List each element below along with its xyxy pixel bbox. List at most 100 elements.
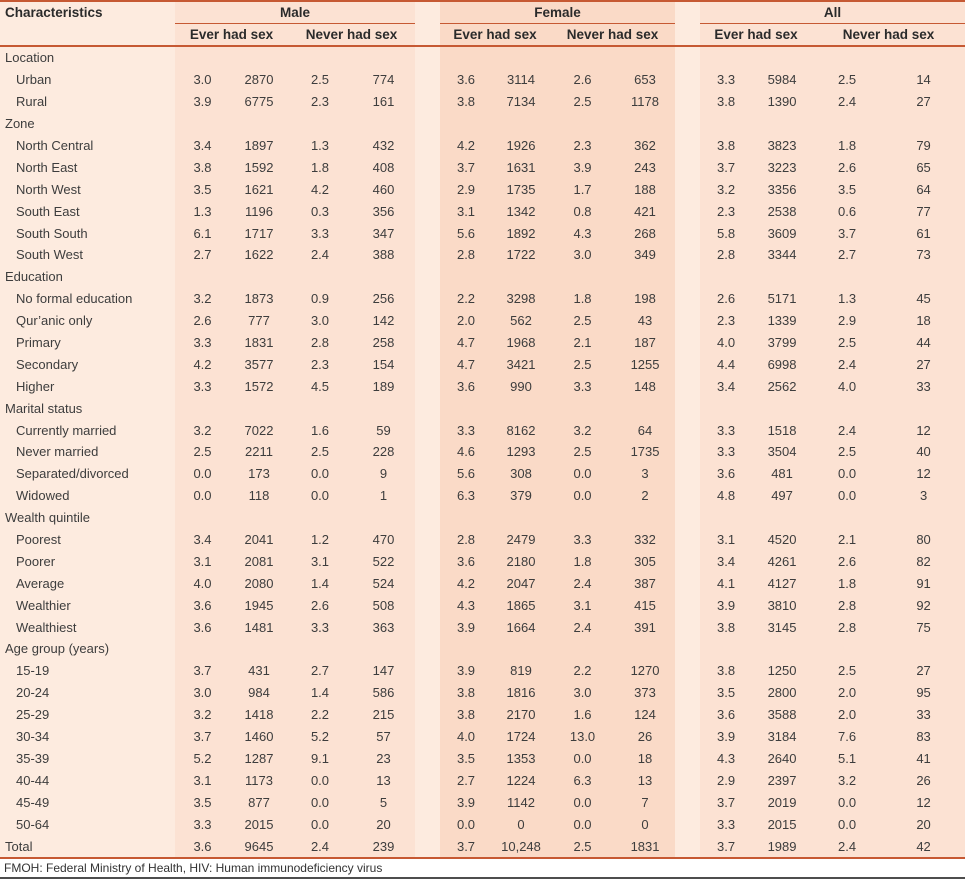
cell-value: 3.6: [193, 597, 212, 613]
cell-value: 2.3: [717, 313, 736, 329]
cell-value: 4.2: [456, 138, 476, 153]
column-gap: [415, 660, 440, 682]
cell-value: 142: [372, 313, 395, 329]
cell-value: 13.0: [569, 729, 596, 745]
cell-value: 2.4: [573, 575, 592, 591]
cell-value: 2.8: [717, 247, 736, 263]
column-gap: [675, 332, 700, 354]
empty-cell: [175, 46, 230, 69]
cell-value: 347: [372, 225, 395, 241]
column-gap: [415, 200, 440, 222]
cell-value: 20: [916, 816, 931, 832]
cell-value: 460: [372, 181, 395, 197]
cell-value: 27: [916, 94, 931, 110]
cell-value: 1945: [244, 597, 274, 613]
cell-value: 2.4: [310, 247, 330, 263]
cell-value: 3.3: [717, 816, 736, 832]
table-footnote: FMOH: Federal Ministry of Health, HIV: H…: [0, 858, 965, 877]
cell-value: 0.0: [310, 466, 330, 482]
empty-cell: [812, 113, 882, 135]
column-gap: [675, 813, 700, 835]
empty-cell: [812, 397, 882, 419]
table-row: 35-39 5.2 1287 9.1 23 3.5 1353 0.0 18 4.3 2640 5.1 4…: [0, 748, 965, 770]
empty-cell: [882, 113, 965, 135]
empty-cell: [288, 266, 352, 288]
section-row: Age group (years): [0, 638, 965, 660]
cell-value: 0.0: [193, 466, 212, 482]
cell-value: 2019: [767, 794, 797, 810]
cell-value: 0.0: [310, 816, 330, 832]
cell-value: 3.2: [193, 707, 212, 723]
row-label: North Central: [16, 138, 94, 153]
cell-value: 1592: [244, 159, 274, 175]
column-gap: [675, 397, 700, 419]
row-label: 35-39: [16, 750, 50, 766]
column-gap: [415, 616, 440, 638]
cell-value: 0.0: [456, 816, 476, 832]
cell-value: 431: [248, 663, 270, 679]
characteristics-table: Characteristics Male Female All Ever had…: [0, 0, 965, 859]
table-row: South South 6.1 1717 3.3 347 5.6 1892 4.3 268 5.8…: [0, 222, 965, 244]
cell-value: 2.4: [812, 835, 883, 859]
cell-value: 2: [641, 488, 649, 504]
column-gap: [415, 463, 440, 485]
cell-value: 1.6: [573, 707, 592, 723]
row-label: South West: [16, 247, 83, 263]
cell-value: 198: [634, 291, 656, 307]
cell-value: 2.6: [838, 553, 857, 569]
empty-cell: [230, 46, 288, 69]
subheader-male-ever: Ever had sex: [175, 23, 288, 47]
empty-cell: [752, 46, 812, 69]
cell-value: 7022: [244, 422, 274, 438]
row-label: Rural: [16, 94, 48, 110]
cell-value: 2.4: [838, 94, 857, 110]
group-header-female: Female: [440, 1, 676, 24]
column-gap: [675, 441, 700, 463]
column-gap: [415, 769, 440, 791]
cell-value: 508: [372, 597, 395, 613]
cell-value: 363: [372, 619, 395, 635]
cell-value: 1724: [506, 729, 536, 745]
table-row: Poorest 3.4 2041 1.2 470 2.8 2479 3.3 332 3.1 4520…: [0, 529, 965, 551]
empty-cell: [175, 113, 230, 135]
column-gap: [415, 1, 441, 47]
cell-value: 26: [637, 729, 653, 745]
column-gap: [675, 769, 700, 791]
section-label: Wealth quintile: [5, 510, 91, 526]
cell-value: 1390: [767, 94, 797, 110]
cell-value: 387: [634, 575, 656, 591]
column-gap: [675, 594, 700, 616]
cell-value: 1717: [244, 225, 274, 241]
cell-value: 3.7: [717, 159, 736, 175]
cell-value: 3.7: [456, 159, 476, 175]
cell-value: 3145: [767, 619, 797, 635]
cell-value: 373: [634, 685, 656, 701]
empty-cell: [882, 46, 965, 69]
cell-value: 2397: [767, 772, 797, 788]
cell-value: 2562: [767, 378, 797, 394]
characteristics-header: Characteristics: [0, 1, 175, 47]
column-gap: [415, 178, 440, 200]
cell-value: 2.5: [550, 835, 616, 859]
column-gap: [415, 572, 440, 594]
cell-value: 3223: [767, 159, 797, 175]
cell-value: 3.8: [717, 94, 736, 110]
table-row: 20-24 3.0 984 1.4 586 3.8 1816 3.0 373 3.5 2800 2.0…: [0, 682, 965, 704]
column-gap: [415, 397, 440, 419]
empty-cell: [440, 266, 492, 288]
column-gap: [415, 113, 440, 135]
cell-value: 3.5: [193, 181, 212, 197]
cell-value: 3.3: [193, 335, 212, 351]
empty-cell: [288, 46, 352, 69]
cell-value: 1.3: [310, 138, 330, 153]
row-label: Poorest: [16, 532, 61, 548]
cell-value: 1865: [506, 597, 536, 613]
column-gap: [675, 69, 700, 91]
empty-cell: [615, 638, 675, 660]
cell-value: 2.6: [838, 159, 857, 175]
cell-value: 1722: [506, 247, 536, 263]
empty-cell: [812, 46, 882, 69]
empty-cell: [288, 113, 352, 135]
column-gap: [675, 156, 700, 178]
cell-value: 3.1: [193, 553, 212, 569]
